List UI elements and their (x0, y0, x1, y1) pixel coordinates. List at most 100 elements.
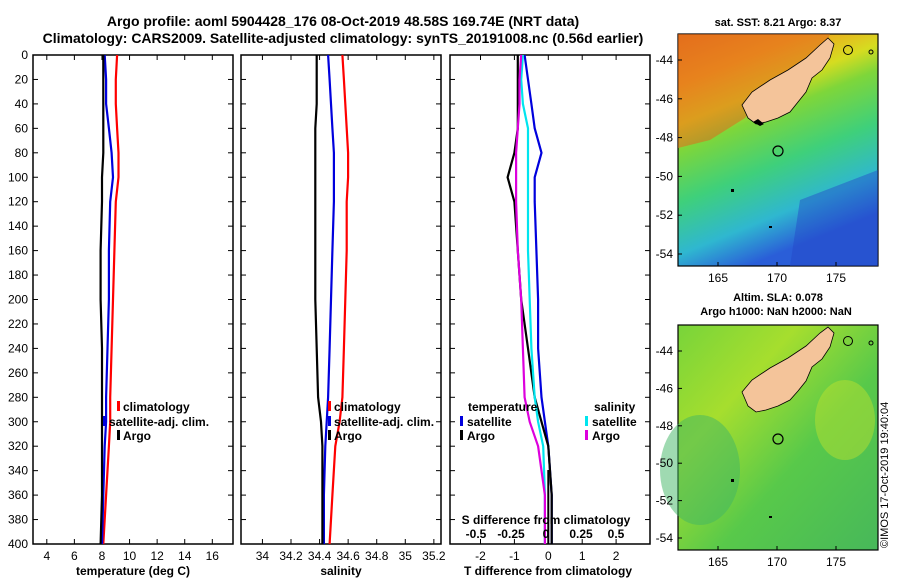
x-tick-label: 34.4 (308, 549, 332, 563)
lat-tick-label: -46 (656, 381, 674, 395)
legend-label-sal-argo: Argo (592, 429, 620, 443)
lon-tick-label: 170 (767, 271, 787, 285)
sla-map-ticks: 165 170 175 -44 -46 -48 -50 -52 -54 (656, 344, 847, 569)
legend-swatch-argo (328, 430, 331, 440)
depth-tick-label: 20 (15, 72, 29, 86)
x-tick-label: -1 (509, 549, 520, 563)
difference-plot: -2 -1 0 1 2 (475, 54, 620, 563)
depth-tick-label: 360 (8, 488, 28, 502)
depth-tick-label: 260 (8, 366, 28, 380)
depth-tick-label: 340 (8, 464, 28, 478)
x-tick-label: 2 (613, 549, 620, 563)
x-tick-label: 34 (256, 549, 270, 563)
legend-swatch-temp-satellite (460, 416, 463, 426)
depth-tick-label: 200 (8, 293, 28, 307)
chatham-marker (843, 45, 853, 55)
series-line-satellite-adj-clim- (322, 54, 335, 544)
series-line-argo (99, 55, 105, 545)
temperature-plot: 4 6 8 10 12 14 16 (43, 54, 219, 563)
sst-map-title: sat. SST: 8.21 Argo: 8.37 (715, 17, 842, 29)
sst-map-ticks: 165 170 175 -44 -46 -48 -50 -52 -54 (656, 53, 847, 285)
island-marker (868, 49, 874, 55)
x-tick-label: 12 (150, 549, 164, 563)
x-tick-label: 34.2 (279, 549, 303, 563)
title-line-2: Climatology: CARS2009. Satellite-adjuste… (43, 30, 644, 46)
series-line-salinity-satellite (520, 54, 547, 544)
depth-tick-label: 220 (8, 317, 28, 331)
lon-tick-label: 175 (826, 555, 846, 569)
depth-tick-label: 380 (8, 513, 28, 527)
x-tick-label: 35.2 (422, 549, 446, 563)
depth-tick-label: 60 (15, 121, 29, 135)
argo-position-marker (772, 433, 784, 445)
sla-map-subtitle: Argo h1000: NaN h2000: NaN (700, 306, 852, 318)
s-tick-label: -0.5 (466, 527, 487, 541)
x-tick-label: 6 (71, 549, 78, 563)
lat-tick-label: -48 (656, 131, 674, 145)
legend-label-climatology: climatology (123, 400, 190, 414)
depth-tick-label: 300 (8, 415, 28, 429)
x-tick-label: 10 (123, 549, 137, 563)
salinity-panel (240, 54, 442, 545)
legend-label-argo: Argo (123, 429, 151, 443)
series-line-climatology (102, 54, 120, 545)
x-tick-label: 14 (178, 549, 192, 563)
lat-tick-label: -54 (656, 531, 674, 545)
chatham-marker (843, 336, 853, 346)
island-speck (731, 189, 734, 192)
s-tick-label: 0.5 (608, 527, 625, 541)
depth-tick-label: 40 (15, 97, 29, 111)
island-speck (731, 479, 734, 482)
sla-map: Altim. SLA: 0.078 Argo h1000: NaN h2000:… (656, 292, 879, 569)
depth-tick-label: 100 (8, 170, 28, 184)
s-tick-label: -0.25 (497, 527, 525, 541)
island-speck (769, 226, 772, 228)
legend-label-climatology: climatology (334, 400, 401, 414)
lon-tick-label: 165 (708, 555, 728, 569)
legend-title-salinity: salinity (594, 400, 636, 414)
temperature-legend: climatology satellite-adj. clim. Argo (103, 400, 209, 443)
s-difference-ticks: -0.5 -0.25 0 0.25 0.5 (466, 527, 625, 541)
legend-label-satellite: satellite-adj. clim. (109, 415, 209, 429)
lon-tick-label: 175 (826, 271, 846, 285)
sst-map: sat. SST: 8.21 Argo: 8.37 165 170 175 -44 -4… (656, 17, 879, 285)
legend-swatch-climatology (117, 401, 120, 411)
legend-label-temp-satellite: satellite (467, 415, 512, 429)
x-tick-label: 0 (545, 549, 552, 563)
lon-tick-label: 170 (767, 555, 787, 569)
sla-low-patch (660, 415, 740, 525)
legend-swatch-climatology (328, 401, 331, 411)
lat-tick-label: -52 (656, 208, 674, 222)
lat-tick-label: -54 (656, 247, 674, 261)
sla-map-title: Altim. SLA: 0.078 (733, 292, 823, 304)
legend-label-argo: Argo (334, 429, 362, 443)
depth-tick-label: 120 (8, 195, 28, 209)
legend-swatch-satellite (103, 416, 106, 426)
x-tick-label: 8 (99, 549, 106, 563)
depth-tick-label: 160 (8, 244, 28, 258)
south-island-land (741, 326, 835, 413)
legend-swatch-temp-argo (460, 430, 463, 440)
island-speck (769, 516, 772, 518)
imos-credit: ©IMOS 17-Oct-2019 19:40:04 (879, 402, 891, 548)
depth-tick-label: 400 (8, 537, 28, 551)
x-tick-label: 4 (43, 549, 50, 563)
legend-swatch-argo (117, 430, 120, 440)
s-difference-axis-label: S difference from climatology (462, 513, 631, 527)
legend-swatch-satellite (328, 416, 331, 426)
depth-tick-label: 240 (8, 341, 28, 355)
legend-swatch-sal-argo (585, 430, 588, 440)
x-tick-label: 34.8 (365, 549, 389, 563)
legend-label-sal-satellite: satellite (592, 415, 637, 429)
salinity-axis-label: salinity (320, 564, 362, 578)
x-tick-label: 34.6 (336, 549, 360, 563)
lat-tick-label: -50 (656, 169, 674, 183)
difference-legend: temperature salinity satellite Argo sate… (460, 400, 637, 443)
legend-label-satellite: satellite-adj. clim. (334, 415, 434, 429)
salinity-plot: 34 34.2 34.4 34.6 34.8 35 35.2 (256, 54, 446, 563)
series-line-salinity-argo (514, 54, 547, 544)
series-line-climatology (328, 54, 350, 545)
depth-tick-label: 140 (8, 219, 28, 233)
title-line-1: Argo profile: aoml 5904428_176 08-Oct-20… (107, 13, 579, 29)
